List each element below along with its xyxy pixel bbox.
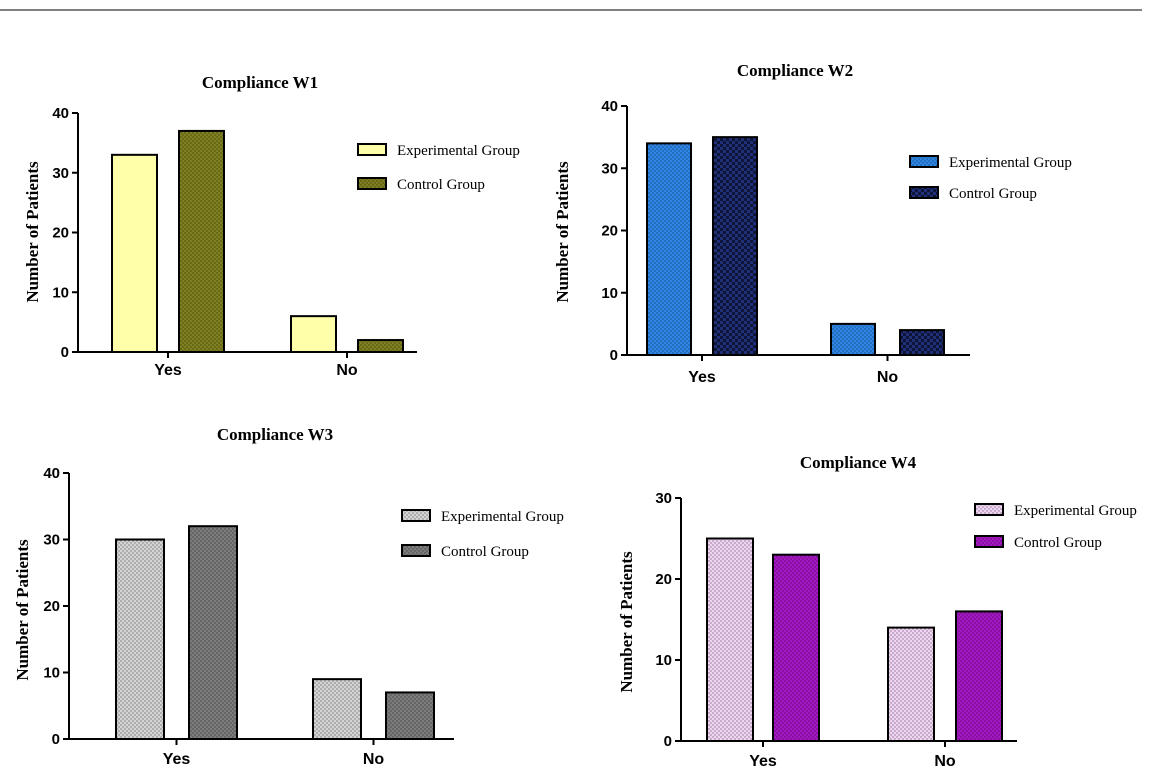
y-axis-label: Number of Patients <box>23 161 42 303</box>
y-tick-label: 0 <box>61 344 69 361</box>
y-tick-label: 30 <box>655 490 672 507</box>
bar-texture <box>180 131 223 351</box>
bar-texture <box>190 527 236 738</box>
legend-label: Control Group <box>949 186 1037 202</box>
y-tick-label: 20 <box>601 223 618 240</box>
bar-texture <box>387 693 433 738</box>
y-tick-label: 0 <box>610 347 618 364</box>
bar-texture <box>714 138 756 354</box>
legend-label: Experimental Group <box>397 143 520 159</box>
legend-swatch <box>357 143 387 156</box>
y-tick-label: 40 <box>43 465 60 482</box>
x-category-label: No <box>934 753 956 770</box>
y-tick-label: 30 <box>43 532 60 549</box>
x-category-label: No <box>336 362 358 379</box>
x-category-label: Yes <box>688 369 716 386</box>
chart-panel-w4: Compliance W4 Number of Patients 0 10 20 30 Ye… <box>617 453 1137 770</box>
bar-yes-experimental <box>111 153 158 353</box>
bar-texture <box>901 331 943 354</box>
y-tick-label: 10 <box>43 665 60 682</box>
y-tick-label: 30 <box>52 165 69 182</box>
legend: Experimental Group Control Group <box>909 155 1072 202</box>
x-category-label: Yes <box>163 751 191 768</box>
chart-title: Compliance W4 <box>800 453 917 472</box>
y-axis-label: Number of Patients <box>553 161 572 303</box>
y-axis-label: Number of Patients <box>13 539 32 681</box>
legend-swatch-texture <box>976 505 1002 514</box>
chart-panel-w1: Compliance W1 Number of Patients 0 10 20 30 40… <box>23 73 520 379</box>
y-tick-label: 20 <box>52 225 69 242</box>
bar-texture <box>774 555 818 740</box>
chart-title: Compliance W2 <box>737 61 853 80</box>
legend-label: Experimental Group <box>1014 503 1137 519</box>
legend-label: Control Group <box>1014 535 1102 551</box>
y-tick-label: 40 <box>52 105 69 122</box>
legend-swatch-texture <box>359 179 385 188</box>
bar-texture <box>314 680 360 738</box>
legend-swatch-texture <box>911 157 937 166</box>
x-category-label: No <box>363 751 385 768</box>
legend-label: Experimental Group <box>441 509 564 525</box>
y-tick-label: 0 <box>664 733 672 750</box>
legend-label: Control Group <box>397 177 485 193</box>
legend-swatch-texture <box>976 537 1002 546</box>
bar-texture <box>957 612 1001 740</box>
chart-panel-w2: Compliance W2 Number of Patients 0 10 20 30 40… <box>553 61 1072 386</box>
legend: Experimental Group Control Group <box>974 503 1137 551</box>
legend-label: Control Group <box>441 544 529 560</box>
bar-texture <box>832 324 874 354</box>
y-tick-label: 20 <box>43 598 60 615</box>
bar-texture <box>889 628 933 740</box>
x-category-label: No <box>877 369 899 386</box>
chart-panel-w3: Compliance W3 Number of Patients 0 10 20 30 40… <box>13 425 564 768</box>
legend: Experimental Group Control Group <box>357 143 520 193</box>
legend-swatch-texture <box>911 188 937 197</box>
x-category-label: Yes <box>154 362 182 379</box>
y-tick-label: 10 <box>655 652 672 669</box>
legend-swatch-texture <box>403 546 429 555</box>
y-tick-label: 30 <box>601 160 618 177</box>
chart-title: Compliance W1 <box>202 73 318 92</box>
y-axis-label: Number of Patients <box>617 551 636 693</box>
bar-texture <box>648 144 690 354</box>
y-tick-label: 20 <box>655 571 672 588</box>
bar-texture <box>117 540 163 738</box>
legend-label: Experimental Group <box>949 155 1072 171</box>
chart-title: Compliance W3 <box>217 425 333 444</box>
bar-no-experimental <box>290 315 337 353</box>
legend-swatch-texture <box>403 511 429 520</box>
legend: Experimental Group Control Group <box>401 509 564 560</box>
y-tick-label: 10 <box>601 285 618 302</box>
bar-texture <box>708 539 752 740</box>
y-tick-label: 10 <box>52 284 69 301</box>
x-category-label: Yes <box>749 753 777 770</box>
bar-texture <box>359 341 402 351</box>
y-tick-label: 40 <box>601 98 618 115</box>
y-tick-label: 0 <box>52 731 60 748</box>
